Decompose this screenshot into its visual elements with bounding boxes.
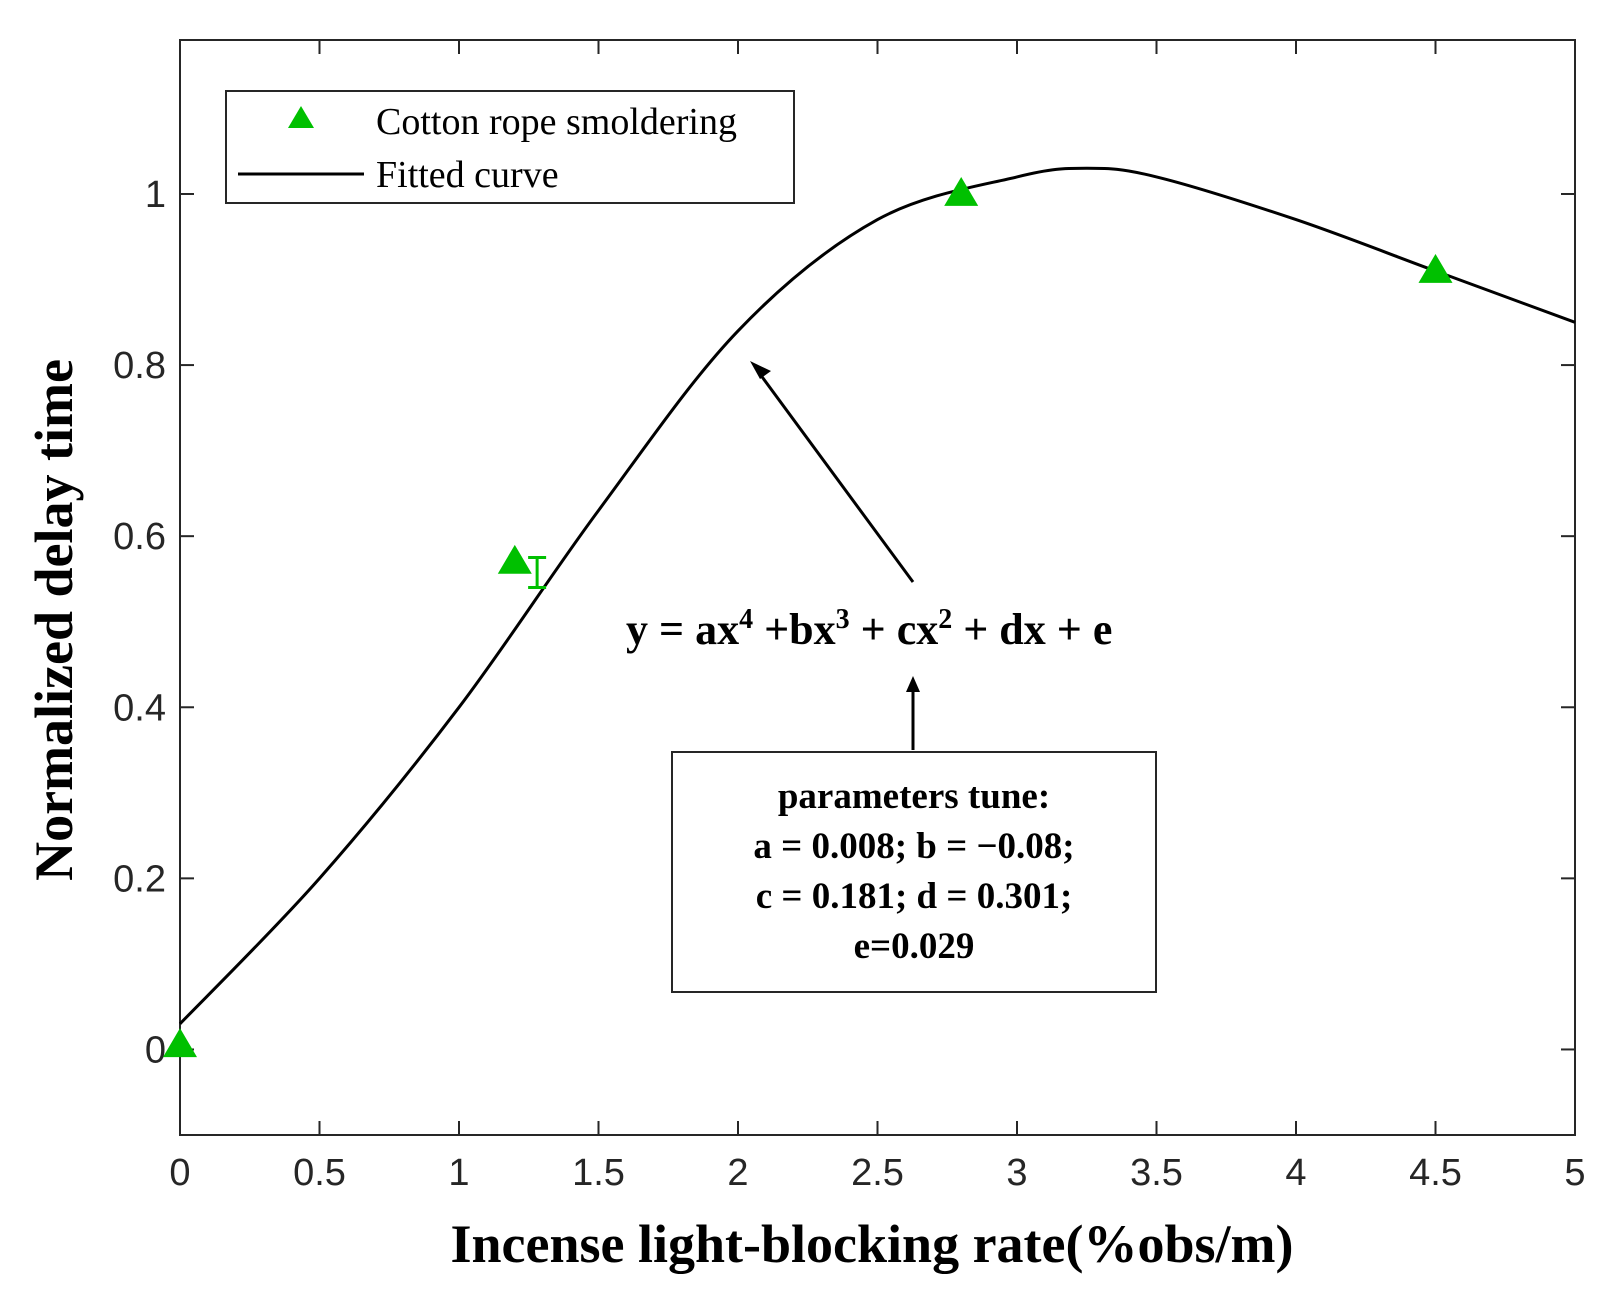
legend: Cotton rope smoldering Fitted curve (225, 90, 795, 204)
eq-part4: + dx + e (952, 605, 1112, 654)
axis-ticks (179, 40, 1576, 1135)
arrow-to-curve (755, 369, 915, 583)
x-tick-labels: 0 0.5 1 1.5 2 2.5 3 3.5 4 4.5 5 (169, 1152, 1585, 1194)
eq-prefix: y = ax (626, 605, 739, 654)
x-tick-label: 1 (448, 1152, 469, 1194)
y-tick-label: 0.6 (113, 516, 166, 558)
eq-exp1: 4 (739, 604, 753, 635)
eq-exp2: 3 (836, 604, 850, 635)
y-tick-label: 0 (145, 1029, 166, 1071)
eq-part3: + cx (850, 605, 939, 654)
y-tick-label: 1 (145, 174, 166, 216)
annotation-arrows (750, 361, 920, 750)
y-tick-label: 0.2 (113, 858, 166, 900)
params-line-1: parameters tune: (778, 776, 1050, 817)
x-axis-title: Incense light-blocking rate(%obs/m) (451, 1214, 1294, 1274)
data-point-triangle (944, 176, 979, 206)
legend-marker-triangle-icon (288, 106, 314, 128)
data-point-triangle (1418, 253, 1453, 283)
params-line-4: e=0.029 (854, 926, 975, 967)
legend-label-line: Fitted curve (376, 154, 559, 196)
fitted-curve-line (178, 166, 1576, 1025)
data-point-triangle (497, 544, 532, 574)
y-tick-label: 0.8 (113, 345, 166, 387)
x-tick-label: 0.5 (293, 1152, 346, 1194)
x-tick-label: 3.5 (1130, 1152, 1183, 1194)
eq-part2: +bx (753, 605, 836, 654)
x-tick-label: 4 (1285, 1152, 1306, 1194)
x-tick-label: 5 (1564, 1152, 1585, 1194)
x-tick-label: 2 (727, 1152, 748, 1194)
eq-exp3: 2 (938, 604, 952, 635)
y-tick-label: 0.4 (113, 687, 166, 729)
legend-label-markers: Cotton rope smoldering (376, 101, 737, 143)
x-tick-label: 4.5 (1409, 1152, 1462, 1194)
y-axis-title: Normalized delay time (24, 359, 84, 881)
error-bar (528, 556, 547, 589)
legend-box (225, 90, 795, 204)
y-tick-labels: 0 0.2 0.4 0.6 0.8 1 (113, 174, 166, 1071)
x-tick-label: 2.5 (851, 1152, 904, 1194)
arrow-to-curve-head (750, 361, 771, 379)
equation-text: y = ax4 +bx3 + cx2 + dx + e (626, 604, 1112, 654)
data-markers (163, 176, 1453, 1058)
arrow-to-equation-head (906, 676, 920, 692)
params-box (671, 751, 1157, 993)
data-point-triangle (163, 1028, 197, 1058)
params-line-3: c = 0.181; d = 0.301; (756, 876, 1073, 917)
x-tick-label: 1.5 (572, 1152, 625, 1194)
x-tick-label: 3 (1006, 1152, 1027, 1194)
params-line-2: a = 0.008; b = −0.08; (753, 826, 1074, 867)
x-tick-label: 0 (169, 1152, 190, 1194)
